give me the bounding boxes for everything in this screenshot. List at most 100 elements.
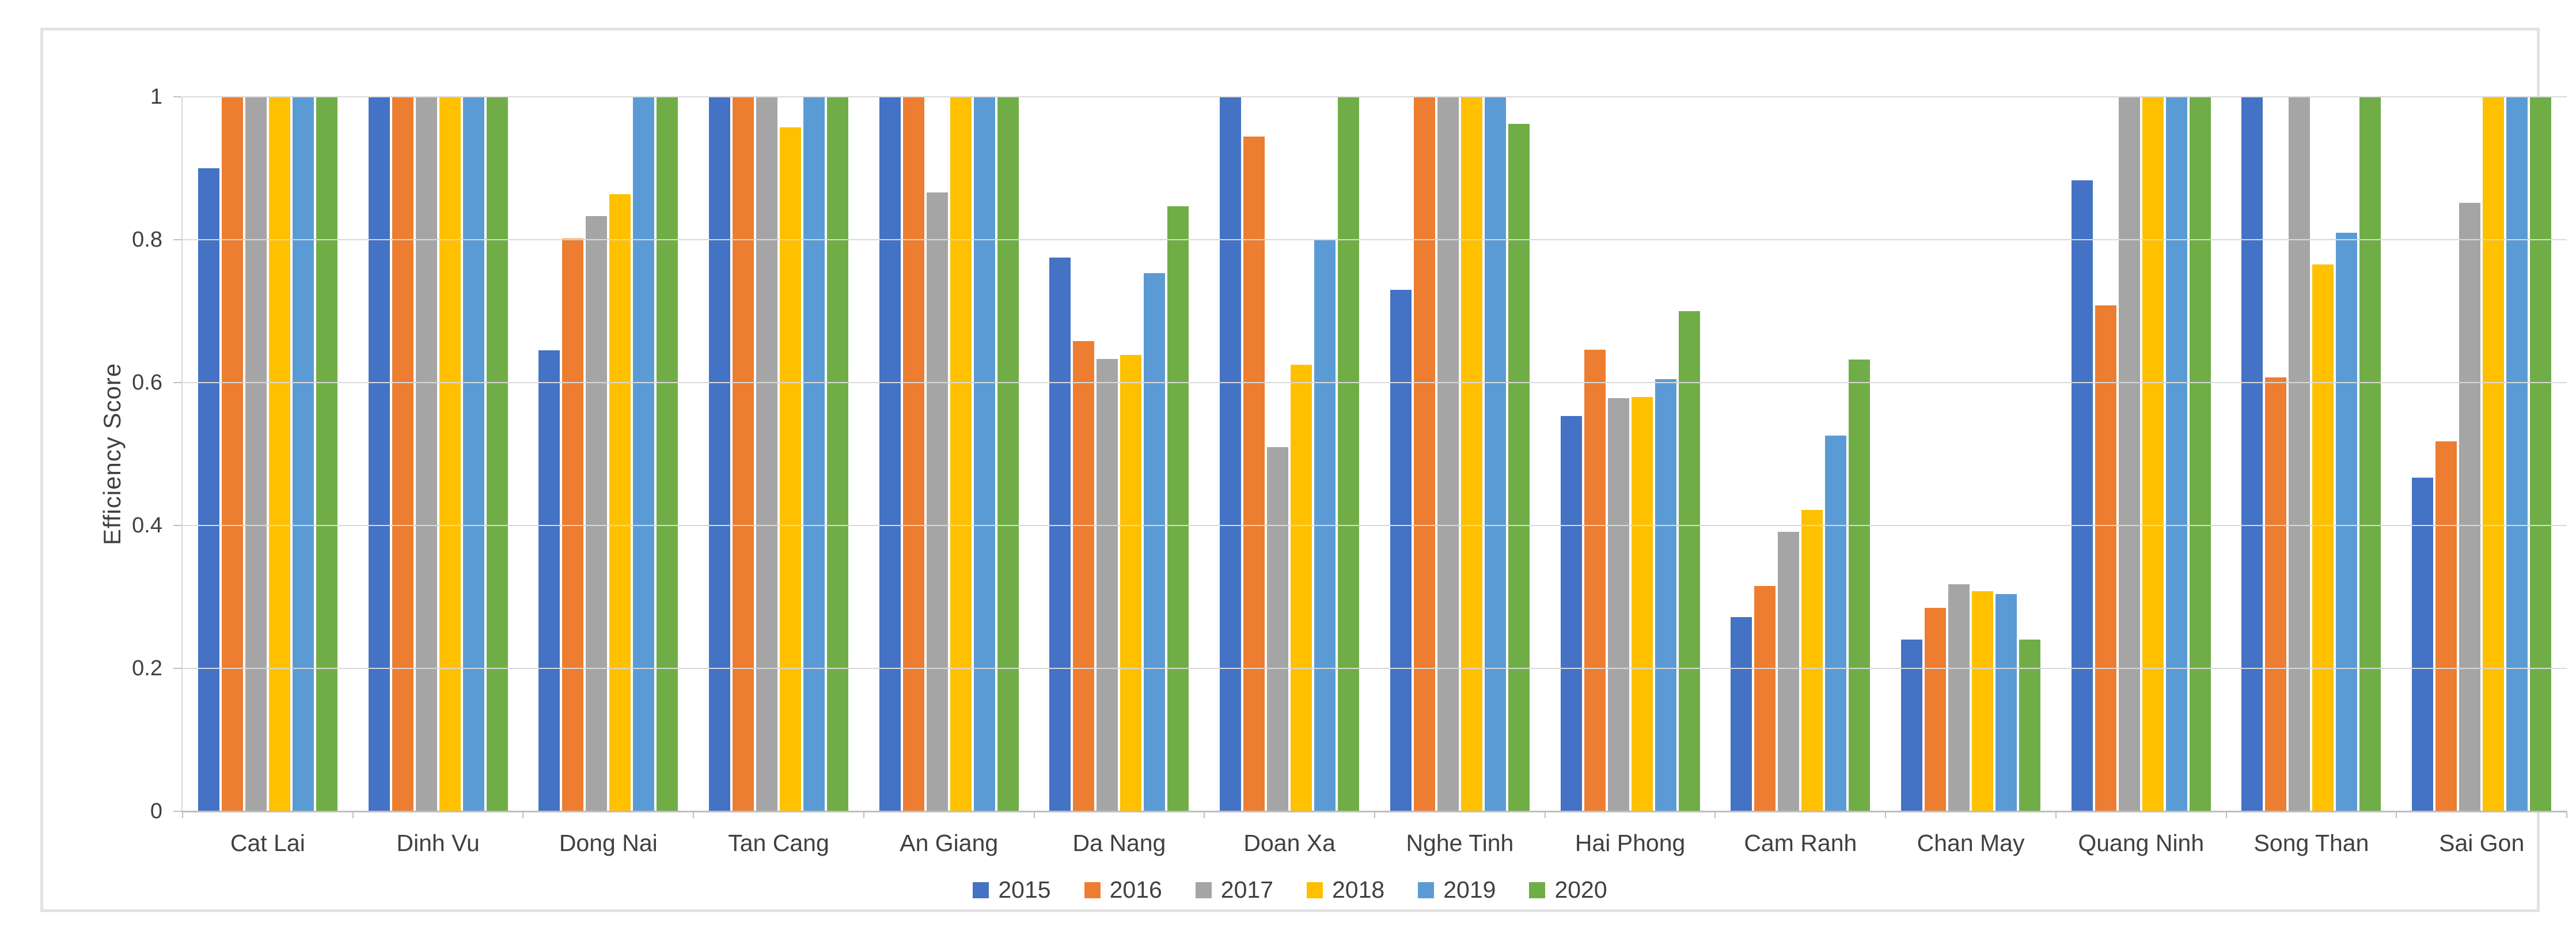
bar-cat-lai-2019 [292, 97, 314, 811]
legend-swatch-2018 [1307, 882, 1323, 898]
bar-dinh-vu-2020 [486, 97, 508, 811]
x-tick-mark [2225, 811, 2227, 818]
category-label-chan-may: Chan May [1917, 830, 2025, 856]
bar-tan-cang-2017 [756, 97, 778, 811]
legend-swatch-2015 [973, 882, 989, 898]
legend-swatch-2017 [1195, 882, 1212, 898]
bar-chan-may-2017 [1948, 584, 1970, 811]
bar-da-nang-2016 [1073, 341, 1095, 811]
bar-chan-may-2019 [1995, 594, 2017, 811]
bar-dinh-vu-2017 [415, 97, 437, 811]
bar-hai-phong-2016 [1584, 349, 1606, 811]
category-label-da-nang: Da Nang [1072, 830, 1166, 856]
bar-nghe-tinh-2017 [1437, 97, 1459, 811]
bar-song-than-2019 [2336, 232, 2358, 811]
legend-item-2016: 2016 [1084, 876, 1162, 903]
y-tick-mark [173, 382, 181, 383]
bar-chan-may-2015 [1901, 640, 1923, 811]
bar-sai-gon-2019 [2506, 97, 2528, 811]
bar-an-giang-2019 [973, 97, 995, 811]
legend-item-2017: 2017 [1195, 876, 1273, 903]
bar-an-giang-2020 [997, 97, 1019, 811]
bar-groups: Cat Lai Dinh Vu Dong Nai Tan Cang An Giang Da… [183, 97, 2567, 856]
category-group-an-giang: An Giang [864, 97, 1034, 856]
category-label-tan-cang: Tan Cang [728, 830, 829, 856]
category-label-dinh-vu: Dinh Vu [396, 830, 480, 856]
bar-doan-xa-2016 [1243, 137, 1265, 811]
gridline-0.2 [183, 668, 2567, 669]
x-tick-mark [1544, 811, 1546, 818]
bar-sai-gon-2016 [2435, 441, 2457, 811]
bar-dong-nai-2017 [586, 216, 608, 811]
bar-hai-phong-2018 [1631, 396, 1653, 811]
legend-swatch-2019 [1418, 882, 1435, 898]
category-group-doan-xa: Doan Xa [1204, 97, 1375, 856]
legend-item-2018: 2018 [1307, 876, 1384, 903]
bar-da-nang-2018 [1120, 354, 1142, 811]
x-tick-mark [1885, 811, 1887, 818]
legend-label-2015: 2015 [998, 876, 1051, 903]
y-tick-label-0.4: 0.4 [132, 513, 162, 538]
bar-doan-xa-2020 [1338, 97, 1360, 811]
bar-cam-ranh-2019 [1825, 435, 1847, 811]
x-tick-mark [1714, 811, 1716, 818]
legend-item-2015: 2015 [973, 876, 1051, 903]
bar-cam-ranh-2018 [1801, 509, 1823, 811]
legend-label-2018: 2018 [1332, 876, 1385, 903]
legend-label-2017: 2017 [1220, 876, 1273, 903]
bar-nghe-tinh-2016 [1413, 97, 1435, 811]
bar-chan-may-2016 [1925, 607, 1947, 811]
bar-song-than-2020 [2359, 97, 2381, 811]
bar-da-nang-2017 [1097, 359, 1118, 811]
y-tick-mark [173, 96, 181, 97]
bar-hai-phong-2015 [1560, 416, 1582, 811]
bar-tan-cang-2015 [709, 97, 731, 811]
x-tick-mark [1033, 811, 1035, 818]
bar-song-than-2016 [2265, 377, 2287, 811]
bar-hai-phong-2019 [1655, 379, 1676, 811]
category-label-song-than: Song Than [2253, 830, 2369, 856]
legend-swatch-2020 [1529, 882, 1546, 898]
bar-quang-ninh-2019 [2165, 97, 2187, 811]
legend-item-2020: 2020 [1529, 876, 1607, 903]
bar-quang-ninh-2017 [2118, 97, 2140, 811]
y-tick-label-0.2: 0.2 [132, 656, 162, 680]
y-tick-mark [173, 525, 181, 526]
bar-dinh-vu-2018 [439, 97, 461, 811]
bar-chan-may-2020 [2019, 640, 2041, 811]
legend: 2015 2016 2017 2018 2019 2020 [43, 876, 2537, 903]
category-label-cat-lai: Cat Lai [230, 830, 305, 856]
bar-sai-gon-2017 [2459, 202, 2481, 811]
legend-label-2019: 2019 [1443, 876, 1496, 903]
bar-da-nang-2020 [1167, 206, 1189, 811]
x-tick-mark [863, 811, 864, 818]
gridline-0.6 [183, 382, 2567, 383]
bar-dinh-vu-2016 [392, 97, 413, 811]
bar-tan-cang-2016 [733, 97, 754, 811]
legend-swatch-2016 [1084, 882, 1101, 898]
bar-hai-phong-2020 [1678, 311, 1700, 811]
x-tick-mark [1204, 811, 1205, 818]
category-group-dong-nai: Dong Nai [523, 97, 693, 856]
bar-song-than-2015 [2241, 97, 2263, 811]
bar-an-giang-2018 [950, 97, 972, 811]
bar-cam-ranh-2016 [1754, 586, 1776, 811]
bar-tan-cang-2018 [780, 127, 802, 811]
bar-an-giang-2017 [926, 192, 948, 811]
category-group-cat-lai: Cat Lai [183, 97, 353, 856]
bar-nghe-tinh-2020 [1508, 124, 1530, 811]
legend-label-2016: 2016 [1109, 876, 1162, 903]
x-tick-mark [182, 811, 183, 818]
bar-an-giang-2015 [879, 97, 901, 811]
bar-quang-ninh-2015 [2071, 180, 2093, 811]
bar-da-nang-2019 [1144, 273, 1166, 811]
category-label-nghe-tinh: Nghe Tinh [1406, 830, 1514, 856]
bar-nghe-tinh-2015 [1390, 289, 1412, 811]
bar-an-giang-2016 [902, 97, 924, 811]
bar-cam-ranh-2015 [1731, 617, 1752, 811]
category-group-cam-ranh: Cam Ranh [1715, 97, 1885, 856]
x-tick-mark [2396, 811, 2397, 818]
chart-frame: Efficiency Score Cat Lai Dinh Vu Dong Nai T… [40, 28, 2567, 912]
legend-item-2019: 2019 [1418, 876, 1496, 903]
